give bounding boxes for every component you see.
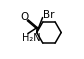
Text: Br: Br — [43, 10, 55, 20]
Text: O: O — [21, 12, 29, 22]
Text: H₂N: H₂N — [22, 33, 40, 43]
